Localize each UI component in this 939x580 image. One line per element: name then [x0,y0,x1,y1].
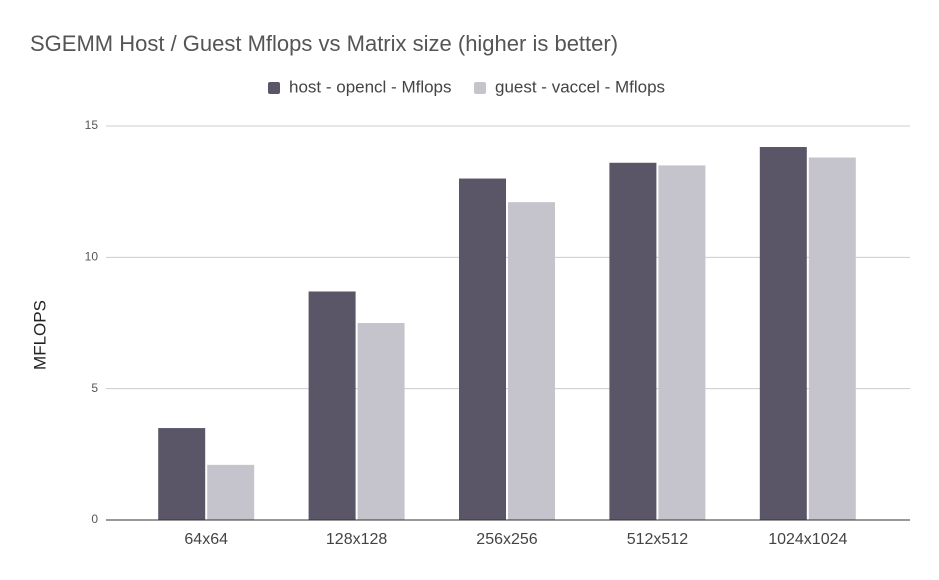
x-tick-label: 256x256 [476,531,537,548]
bar [207,464,255,520]
y-tick-label: 0 [91,512,98,526]
bar [808,157,856,520]
bar [508,202,555,520]
bar [658,165,706,520]
legend-marker [268,82,280,94]
chart-title: SGEMM Host / Guest Mflops vs Matrix size… [30,31,618,56]
y-tick-label: 10 [85,250,99,264]
legend-marker [474,82,486,94]
y-tick-label: 5 [91,381,98,395]
legend-label: host - opencl - Mflops [289,77,452,96]
bar [609,162,657,521]
x-tick-label: 128x128 [326,531,387,548]
y-axis-title: MFLOPS [30,300,49,370]
bar [759,147,807,520]
y-tick-label: 15 [85,118,99,132]
bar [459,178,506,521]
legend-label: guest - vaccel - Mflops [495,77,665,96]
x-tick-label: 64x64 [184,531,228,548]
bar [357,323,405,520]
x-tick-label: 1024x1024 [768,531,847,548]
x-tick-label: 512x512 [627,531,688,548]
bar [308,291,356,520]
bar [158,428,206,520]
